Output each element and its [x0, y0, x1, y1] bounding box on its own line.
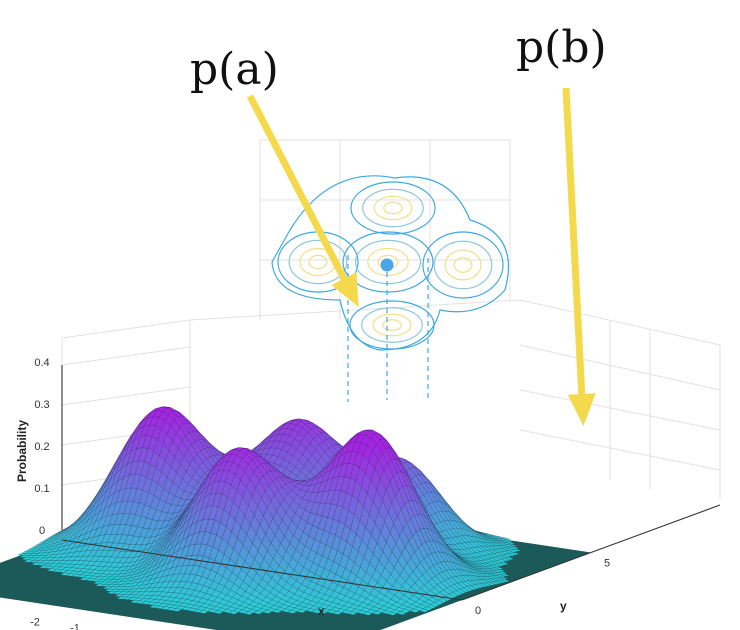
- surface-cell: [362, 611, 373, 616]
- surface-cell: [171, 608, 183, 612]
- surface-cell: [253, 610, 264, 615]
- x-axis-line: [61, 539, 463, 601]
- surface-cell: [213, 610, 224, 614]
- contour-line: [350, 181, 436, 235]
- annotations: p(a) p(b): [190, 22, 607, 426]
- surface-cell: [271, 609, 283, 614]
- tick-labels: -5-4-3-2-1012345-50500.10.20.30.4: [30, 357, 610, 630]
- y-tick-label: 5: [604, 558, 610, 570]
- contour-line: [444, 249, 482, 281]
- probability-surface: [17, 406, 522, 616]
- axes: [61, 365, 721, 601]
- z-axis-label: Probability: [15, 420, 29, 482]
- mean-point: [380, 258, 394, 272]
- surface-cell: [296, 609, 307, 613]
- surface-cell: [347, 611, 358, 615]
- annotation-arrow-shaft: [246, 94, 359, 302]
- contour-line: [342, 231, 434, 293]
- contour-line: [372, 313, 412, 337]
- surface-cell: [419, 608, 430, 613]
- z-tick-label: 0.2: [34, 441, 49, 453]
- outer-contour: [271, 175, 509, 351]
- contour-line: [355, 239, 422, 285]
- surface-cell: [396, 611, 407, 615]
- surface-cell: [409, 608, 420, 613]
- projection-dashes: [347, 255, 429, 402]
- x-axis-label: x: [318, 604, 325, 618]
- y-axis-label: y: [560, 599, 567, 613]
- contour-line: [367, 247, 409, 277]
- surface-cell: [317, 610, 328, 615]
- x-tick-label: 0: [112, 629, 118, 630]
- y-axis-line: [461, 504, 721, 601]
- annotation-arrow-shaft: [562, 87, 587, 419]
- surface-cell: [228, 610, 239, 615]
- z-tick-label: 0.4: [34, 357, 49, 369]
- surface-cell: [287, 610, 298, 614]
- surface-cell: [332, 611, 343, 615]
- surface-cell: [198, 610, 209, 614]
- annotation-arrow-head: [567, 393, 596, 426]
- annotation-arrow-head: [331, 272, 359, 308]
- annotation-pa: p(a): [190, 44, 279, 95]
- surface-cell: [372, 610, 383, 615]
- contour-line: [433, 240, 493, 290]
- contour-line: [361, 307, 423, 343]
- surface-cell: [243, 611, 254, 615]
- y-tick-label: 0: [475, 605, 481, 617]
- contour-line: [308, 254, 328, 270]
- annotation-pb: p(b): [516, 22, 607, 73]
- z-tick-label: 0.1: [34, 483, 49, 495]
- contour-line: [453, 257, 473, 273]
- x-tick-label: -2: [30, 617, 40, 629]
- z-tick-label: 0.3: [34, 399, 49, 411]
- contour-line: [382, 319, 402, 331]
- x-tick-label: -1: [70, 623, 80, 630]
- contour-line: [288, 239, 348, 285]
- contour-line: [373, 195, 413, 221]
- surface-cell: [262, 609, 273, 614]
- z-tick-label: 0: [39, 525, 45, 537]
- contour-line: [422, 231, 504, 299]
- contour-line: [362, 188, 424, 228]
- surface-cell: [387, 611, 398, 616]
- contour-line: [383, 201, 403, 215]
